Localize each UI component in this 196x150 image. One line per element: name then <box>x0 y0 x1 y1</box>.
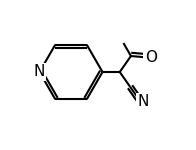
Text: N: N <box>137 94 149 109</box>
Text: N: N <box>34 64 45 80</box>
Text: O: O <box>145 50 157 65</box>
